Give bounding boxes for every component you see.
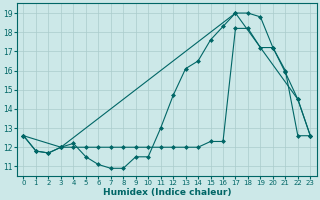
X-axis label: Humidex (Indice chaleur): Humidex (Indice chaleur) (103, 188, 231, 197)
